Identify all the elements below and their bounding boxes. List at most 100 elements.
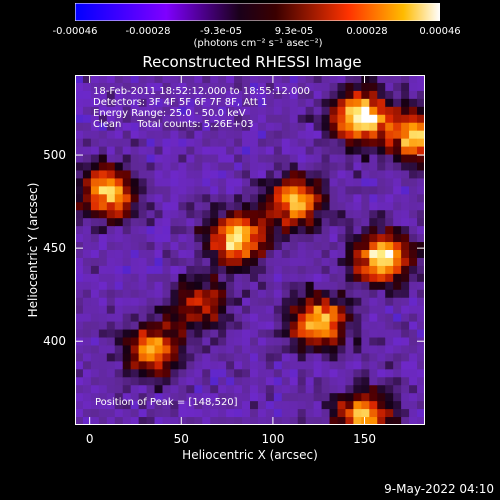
heatmap-cell: [345, 329, 354, 339]
heatmap-cell: [353, 210, 362, 219]
heatmap-cell: [146, 297, 156, 307]
heatmap-cell: [305, 90, 315, 100]
heatmap-cell: [281, 321, 291, 331]
heatmap-cell: [162, 297, 172, 307]
heatmap-cell: [226, 154, 235, 164]
heatmap-cell: [345, 75, 354, 84]
heatmap-cell: [234, 345, 243, 354]
heatmap-cell: [393, 218, 402, 227]
heatmap-cell: [210, 337, 219, 347]
heatmap-cell: [162, 154, 172, 164]
heatmap-cell: [162, 305, 172, 315]
heatmap-cell: [98, 82, 108, 92]
heatmap-cell: [313, 337, 323, 347]
heatmap-cell: [321, 170, 331, 179]
heatmap-cell: [138, 162, 148, 172]
heatmap-cell: [345, 313, 354, 323]
heatmap-cell: [82, 106, 92, 116]
heatmap-cell: [202, 90, 211, 100]
heatmap-cell: [417, 289, 425, 299]
heatmap-cell: [321, 178, 331, 187]
heatmap-cell: [194, 377, 203, 386]
heatmap-cell: [226, 393, 235, 402]
heatmap-cell: [401, 218, 410, 227]
heatmap-cell: [257, 178, 267, 187]
heatmap-cell: [417, 106, 425, 116]
heatmap-cell: [329, 226, 339, 235]
heatmap-cell: [186, 194, 195, 203]
heatmap-cell: [242, 353, 251, 362]
heatmap-cell: [369, 289, 378, 299]
heatmap-cell: [106, 154, 116, 164]
heatmap-cell: [146, 337, 156, 347]
heatmap-cell: [162, 130, 172, 140]
heatmap-cell: [242, 305, 251, 315]
heatmap-cell: [313, 250, 323, 259]
heatmap-cell: [337, 202, 347, 211]
heatmap-cell: [385, 337, 394, 347]
heatmap-cell: [273, 345, 283, 354]
heatmap-cell: [178, 353, 187, 362]
heatmap-cell: [250, 202, 259, 211]
heatmap-cell: [329, 265, 339, 275]
heatmap-cell: [114, 401, 124, 410]
heatmap-cell: [218, 353, 227, 362]
heatmap-cell: [337, 234, 347, 243]
colorbar-tick-label: -9.3e-05: [200, 26, 242, 37]
heatmap-cell: [409, 377, 418, 386]
heatmap-cell: [289, 138, 299, 148]
heatmap-cell: [289, 218, 299, 227]
heatmap-cell: [210, 178, 219, 187]
heatmap-cell: [90, 321, 100, 331]
heatmap-cell: [146, 265, 156, 275]
heatmap-cell: [337, 170, 347, 179]
heatmap-cell: [353, 194, 362, 203]
heatmap-cell: [305, 210, 315, 219]
heatmap-cell: [186, 130, 195, 140]
heatmap-cell: [218, 75, 227, 84]
heatmap-cell: [401, 369, 410, 378]
heatmap-cell: [353, 313, 362, 323]
heatmap-cell: [273, 194, 283, 203]
heatmap-cell: [178, 146, 187, 156]
heatmap-cell: [409, 345, 418, 354]
heatmap-cell: [385, 114, 394, 124]
heatmap-cell: [385, 90, 394, 100]
heatmap-cell: [281, 329, 291, 339]
heatmap-cell: [130, 186, 140, 195]
heatmap-cell: [353, 242, 362, 251]
heatmap-cell: [393, 90, 402, 100]
heatmap-cell: [313, 234, 323, 243]
heatmap-cell: [90, 242, 100, 251]
heatmap-cell: [409, 281, 418, 291]
heatmap-cell: [210, 218, 219, 227]
heatmap-cell: [417, 377, 425, 386]
heatmap-cell: [194, 321, 203, 331]
heatmap-cell: [273, 313, 283, 323]
heatmap-cell: [194, 401, 203, 410]
heatmap-cell: [218, 138, 227, 148]
heatmap-cell: [289, 114, 299, 124]
heatmap-cell: [321, 242, 331, 251]
heatmap-cell: [353, 393, 362, 402]
heatmap-cell: [210, 202, 219, 211]
heatmap-cell: [289, 257, 299, 267]
heatmap-cell: [361, 75, 370, 84]
heatmap-cell: [305, 226, 315, 235]
heatmap-cell: [162, 377, 172, 386]
heatmap-cell: [265, 90, 275, 100]
heatmap-cell: [154, 154, 164, 164]
heatmap-cell: [257, 281, 267, 291]
heatmap-cell: [417, 250, 425, 259]
heatmap-cell: [265, 393, 275, 402]
heatmap-cell: [114, 122, 124, 132]
heatmap-cell: [138, 305, 148, 315]
heatmap-cell: [313, 162, 323, 172]
heatmap-cell: [75, 409, 84, 418]
heatmap-cell: [250, 75, 259, 84]
heatmap-cell: [385, 313, 394, 323]
heatmap-cell: [250, 257, 259, 267]
heatmap-cell: [273, 265, 283, 275]
heatmap-cell: [305, 138, 315, 148]
heatmap-cell: [329, 257, 339, 267]
